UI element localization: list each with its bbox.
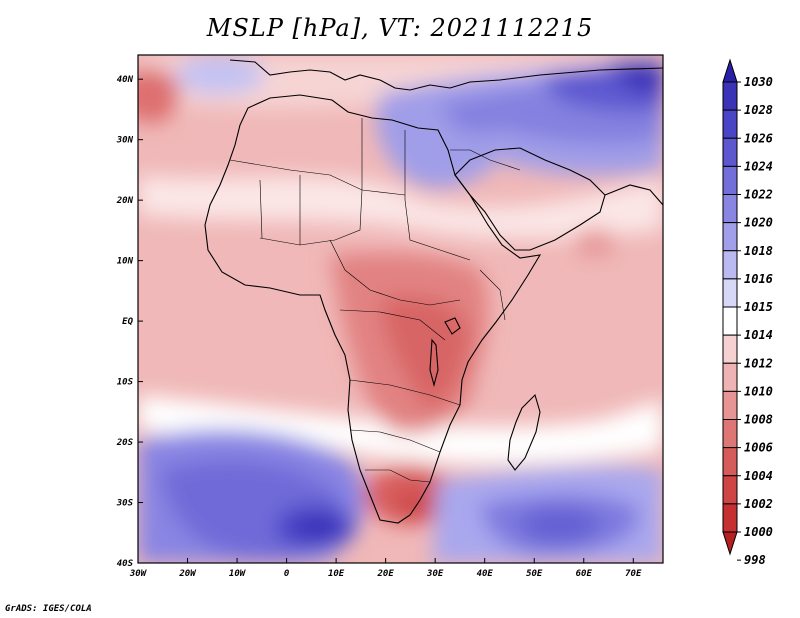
colorbar-swatch bbox=[722, 503, 738, 533]
map-title: MSLP [hPa], VT: 2021112215 bbox=[206, 14, 594, 42]
lon-tick-label: 20W bbox=[178, 569, 197, 579]
lat-tick-label: 40S bbox=[117, 559, 134, 569]
lat-tick-label: 30N bbox=[116, 136, 134, 146]
lon-tick-label: 30E bbox=[426, 569, 444, 579]
colorbar-label: 1008 bbox=[744, 413, 773, 427]
latitude-axis: 40N 30N 20N 10N EQ 10S 20S 30S 40S bbox=[116, 75, 143, 569]
plot-frame bbox=[137, 54, 664, 564]
colorbar-label: 1015 bbox=[744, 300, 773, 314]
colorbar-label: 1016 bbox=[744, 272, 773, 286]
colorbar-label: 1018 bbox=[744, 244, 773, 258]
lat-tick-label: 10S bbox=[117, 378, 134, 388]
colorbar-swatch bbox=[722, 137, 738, 167]
lat-tick-label: 40N bbox=[117, 75, 134, 85]
india-outline bbox=[604, 184, 663, 206]
colorbar-bottom-arrow bbox=[722, 531, 738, 556]
colorbar-swatch bbox=[722, 250, 738, 280]
lon-tick-label: 10W bbox=[229, 569, 247, 579]
lon-tick-label: 40E bbox=[477, 569, 494, 579]
colorbar-label: 1024 bbox=[744, 159, 773, 173]
colorbar-swatch bbox=[722, 447, 738, 477]
colorbar-label: 1026 bbox=[744, 131, 773, 145]
lon-tick-label: 0 bbox=[284, 569, 290, 579]
lat-tick-label: 10N bbox=[117, 257, 134, 267]
lon-tick-label: 70E bbox=[625, 569, 642, 579]
colorbar-label: 998 bbox=[744, 553, 766, 567]
grads-credit: GrADS: IGES/COLA bbox=[5, 604, 92, 614]
colorbar-swatch bbox=[722, 362, 738, 392]
colorbar-label: 1012 bbox=[744, 356, 773, 370]
colorbar-swatch bbox=[722, 278, 738, 308]
colorbar-label: 1020 bbox=[744, 216, 773, 230]
lake-victoria bbox=[444, 317, 461, 335]
colorbar-swatch bbox=[722, 165, 738, 195]
colorbar-label: 1010 bbox=[744, 384, 773, 398]
lon-tick-label: 10E bbox=[328, 569, 345, 579]
colorbar-label: 1004 bbox=[744, 469, 773, 483]
country-borders bbox=[229, 118, 521, 483]
lon-tick-label: 30W bbox=[129, 569, 148, 579]
colorbar-label: 1002 bbox=[744, 497, 773, 511]
colorbar-swatch bbox=[722, 334, 738, 364]
colorbar-label: 1030 bbox=[744, 75, 773, 89]
lon-tick-label: 50E bbox=[526, 569, 543, 579]
colorbar-swatch bbox=[722, 81, 738, 111]
colorbar-label: 1000 bbox=[744, 525, 773, 539]
longitude-axis: 30W 20W 10W 0 10E 20E 30E 40E 50E 60E 70E bbox=[129, 558, 642, 579]
lon-tick-label: 60E bbox=[576, 569, 593, 579]
lake-tanganyika bbox=[429, 338, 439, 388]
colorbar-swatch bbox=[722, 194, 738, 224]
pressure-field bbox=[138, 55, 663, 563]
madagascar-outline bbox=[507, 393, 541, 471]
colorbar-swatch bbox=[722, 475, 738, 505]
colorbar-label: 1022 bbox=[744, 188, 773, 202]
colorbar-label: 1014 bbox=[744, 328, 773, 342]
lat-tick-label: 30S bbox=[116, 499, 134, 509]
colorbar-swatch bbox=[722, 222, 738, 252]
colorbar-swatch bbox=[722, 390, 738, 420]
colorbar-swatch bbox=[722, 109, 738, 139]
lat-tick-label: EQ bbox=[122, 317, 133, 327]
lon-tick-label: 20E bbox=[377, 569, 395, 579]
europe-outline bbox=[229, 59, 663, 91]
colorbar-top-arrow bbox=[722, 58, 738, 83]
colorbar-swatch bbox=[722, 306, 738, 336]
colorbar: 1030 1028 1026 1024 1022 1020 1018 1016 1015 1014… bbox=[722, 58, 773, 567]
lat-tick-label: 20S bbox=[116, 438, 134, 448]
arabia-outline bbox=[454, 147, 606, 251]
lat-tick-label: 20N bbox=[116, 196, 134, 206]
colorbar-label: 1006 bbox=[744, 441, 773, 455]
colorbar-swatch bbox=[722, 419, 738, 449]
colorbar-label: 1028 bbox=[744, 103, 773, 117]
